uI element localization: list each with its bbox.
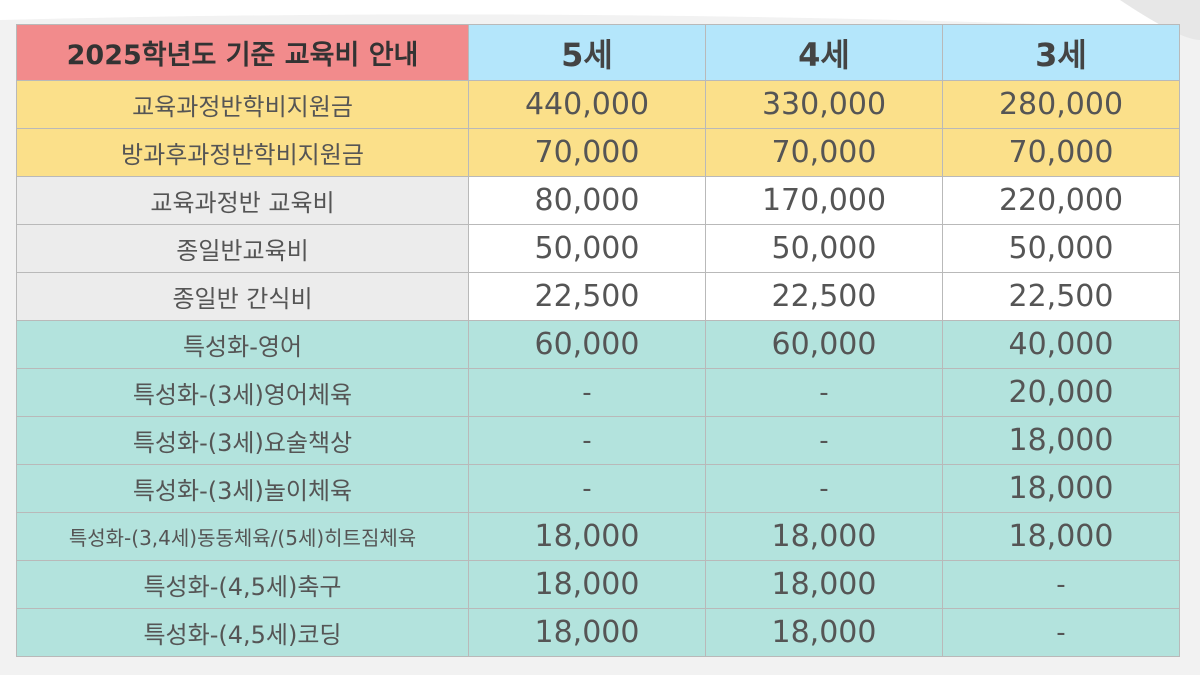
cell-age-5: 18,000 xyxy=(468,560,706,609)
cell-age-5: 440,000 xyxy=(468,80,706,129)
cell-age-3: 40,000 xyxy=(942,320,1180,369)
cell-age-3: 20,000 xyxy=(942,368,1180,417)
age-4-header: 4세 xyxy=(705,24,943,81)
row-label: 특성화-(3세)놀이체육 xyxy=(16,464,469,513)
cell-age-5: 18,000 xyxy=(468,512,706,561)
table-row: 교육과정반학비지원금 440,000 330,000 280,000 xyxy=(16,80,1180,129)
table-row: 특성화-영어 60,000 60,000 40,000 xyxy=(16,320,1180,369)
cell-age-3: 50,000 xyxy=(942,224,1180,273)
row-label: 종일반 간식비 xyxy=(16,272,469,321)
cell-age-3: 22,500 xyxy=(942,272,1180,321)
cell-age-4: 60,000 xyxy=(705,320,943,369)
cell-age-3: 220,000 xyxy=(942,176,1180,225)
cell-age-4: 22,500 xyxy=(705,272,943,321)
cell-age-4: 50,000 xyxy=(705,224,943,273)
row-label: 종일반교육비 xyxy=(16,224,469,273)
cell-age-4: 70,000 xyxy=(705,128,943,177)
header-row: 2025학년도 기준 교육비 안내 5세 4세 3세 xyxy=(16,24,1180,81)
cell-age-4: - xyxy=(705,368,943,417)
table-row: 특성화-(4,5세)코딩 18,000 18,000 - xyxy=(16,608,1180,657)
row-label: 교육과정반 교육비 xyxy=(16,176,469,225)
cell-age-4: 18,000 xyxy=(705,512,943,561)
table-row: 방과후과정반학비지원금 70,000 70,000 70,000 xyxy=(16,128,1180,177)
cell-age-5: 70,000 xyxy=(468,128,706,177)
cell-age-4: - xyxy=(705,464,943,513)
table-row: 교육과정반 교육비 80,000 170,000 220,000 xyxy=(16,176,1180,225)
cell-age-4: 18,000 xyxy=(705,608,943,657)
cell-age-5: 22,500 xyxy=(468,272,706,321)
table-row: 특성화-(3세)놀이체육 - - 18,000 xyxy=(16,464,1180,513)
table-row: 특성화-(4,5세)축구 18,000 18,000 - xyxy=(16,560,1180,609)
cell-age-5: 50,000 xyxy=(468,224,706,273)
cell-age-3: 18,000 xyxy=(942,464,1180,513)
cell-age-3: - xyxy=(942,608,1180,657)
table-title: 2025학년도 기준 교육비 안내 xyxy=(16,24,469,81)
cell-age-3: 70,000 xyxy=(942,128,1180,177)
cell-age-5: 80,000 xyxy=(468,176,706,225)
cell-age-5: 60,000 xyxy=(468,320,706,369)
cell-age-3: 280,000 xyxy=(942,80,1180,129)
cell-age-5: 18,000 xyxy=(468,608,706,657)
age-3-header: 3세 xyxy=(942,24,1180,81)
row-label: 특성화-(3세)요술책상 xyxy=(16,416,469,465)
age-5-header: 5세 xyxy=(468,24,706,81)
row-label: 방과후과정반학비지원금 xyxy=(16,128,469,177)
row-label: 특성화-(4,5세)축구 xyxy=(16,560,469,609)
table-row: 종일반교육비 50,000 50,000 50,000 xyxy=(16,224,1180,273)
cell-age-5: - xyxy=(468,416,706,465)
row-label: 특성화-(4,5세)코딩 xyxy=(16,608,469,657)
cell-age-5: - xyxy=(468,368,706,417)
tuition-table: 2025학년도 기준 교육비 안내 5세 4세 3세 교육과정반학비지원금 44… xyxy=(16,24,1180,657)
row-label: 특성화-(3,4세)동동체육/(5세)히트짐체육 xyxy=(16,512,469,561)
table-row: 종일반 간식비 22,500 22,500 22,500 xyxy=(16,272,1180,321)
cell-age-3: 18,000 xyxy=(942,512,1180,561)
table-row: 특성화-(3,4세)동동체육/(5세)히트짐체육 18,000 18,000 1… xyxy=(16,512,1180,561)
row-label: 특성화-영어 xyxy=(16,320,469,369)
cell-age-4: 18,000 xyxy=(705,560,943,609)
cell-age-5: - xyxy=(468,464,706,513)
row-label: 교육과정반학비지원금 xyxy=(16,80,469,129)
table-row: 특성화-(3세)영어체육 - - 20,000 xyxy=(16,368,1180,417)
cell-age-4: 170,000 xyxy=(705,176,943,225)
table-row: 특성화-(3세)요술책상 - - 18,000 xyxy=(16,416,1180,465)
cell-age-4: 330,000 xyxy=(705,80,943,129)
cell-age-3: 18,000 xyxy=(942,416,1180,465)
cell-age-4: - xyxy=(705,416,943,465)
row-label: 특성화-(3세)영어체육 xyxy=(16,368,469,417)
cell-age-3: - xyxy=(942,560,1180,609)
